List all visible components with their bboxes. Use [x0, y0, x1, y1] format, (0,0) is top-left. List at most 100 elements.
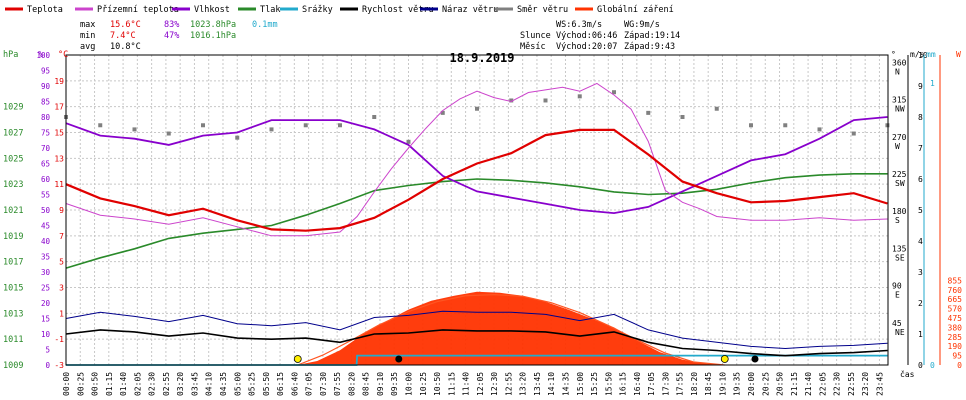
axis-rad-tick: 570 — [948, 305, 963, 314]
axis-speed-tick: 3 — [918, 268, 923, 277]
axis-hum-tick: 25 — [41, 284, 50, 293]
point-smer-vetru — [475, 106, 479, 111]
axis-dir-label: NW — [895, 105, 905, 114]
stat-max-rain: 0.1mm — [252, 20, 278, 30]
axis-dir-tick: 225 — [892, 170, 907, 179]
axis-hum-tick: 15 — [41, 315, 50, 324]
axis-hum-tick: 65 — [41, 160, 50, 169]
point-smer-vetru — [132, 127, 137, 132]
axis-x-tick: 16:15 — [619, 372, 628, 396]
axis-hum-tick: 95 — [41, 67, 50, 76]
axis-hum-tick: 80 — [41, 113, 51, 122]
axis-rad-tick: 285 — [948, 333, 963, 342]
axis-temp-tick: 17 — [54, 103, 64, 112]
stats-block: max 15.6°C 83% 1023.8hPa 0.1mm min 7.4°C… — [80, 20, 278, 52]
axis-temp-tick: 3 — [59, 284, 64, 293]
point-smer-vetru — [509, 98, 514, 103]
axis-hum-tick: 45 — [41, 222, 50, 231]
point-smer-vetru — [201, 123, 205, 128]
series-layer — [64, 82, 890, 366]
axis-dir-label: W — [895, 142, 900, 151]
axis-rad-tick: 760 — [948, 286, 963, 295]
axis-press-tick: 1019 — [3, 232, 23, 242]
axis-x-tick: 19:10 — [718, 372, 727, 396]
axis-dir-tick: 315 — [892, 96, 907, 105]
point-smer-vetru — [235, 135, 240, 140]
axis-x-tick: 21:15 — [790, 372, 799, 396]
axis-x-tick: 23:20 — [861, 372, 870, 396]
plot-frame — [65, 54, 889, 366]
axis-press-tick: 1015 — [3, 284, 23, 294]
axis-x-tick: 04:35 — [219, 372, 228, 396]
axis-x-tick: 15:00 — [576, 372, 585, 396]
axis-press-tick: 1017 — [3, 258, 23, 268]
axis-x-tick: 14:35 — [561, 372, 570, 396]
axis-press-unit: hPa — [3, 50, 18, 60]
point-smer-vetru — [98, 123, 103, 128]
axis-temp-tick: 9 — [59, 206, 64, 215]
info-sun-label: Slunce — [520, 31, 551, 41]
stat-max-press: 1023.8hPa — [190, 20, 236, 30]
axis-x-tick: 03:45 — [190, 372, 199, 396]
axis-rain-tick: 1 — [930, 79, 935, 88]
axis-dir-label: SW — [895, 179, 905, 188]
axis-x-tick: 13:45 — [533, 372, 542, 396]
point-smer-vetru — [612, 90, 616, 95]
axis-x-tick: 11:40 — [462, 372, 471, 396]
legend-label: Rychlost větru — [362, 5, 434, 15]
stat-min-label: min — [80, 31, 95, 41]
axis-speed-tick: 7 — [918, 144, 923, 153]
axis-x-tick: 10:00 — [405, 372, 414, 396]
axis-press-tick: 1011 — [3, 335, 23, 345]
stat-avg-label: avg — [80, 42, 95, 52]
point-smer-vetru — [166, 131, 171, 136]
stat-max-label: max — [80, 20, 95, 30]
axis-x-tick: 19:35 — [733, 372, 742, 396]
sunrise-marker — [293, 355, 302, 363]
axis-x-tick: 05:00 — [233, 372, 242, 396]
axis-x-tick: 07:55 — [333, 372, 342, 396]
axis-x-tick: 17:55 — [676, 372, 685, 396]
axis-x-tick: 18:45 — [704, 372, 713, 396]
axis-hum-tick: 85 — [41, 98, 50, 107]
series-line-teoreticke-zareni — [297, 293, 725, 366]
info-ws: WS:6.3m/s — [556, 20, 602, 30]
axis-hum-tick: 55 — [41, 191, 50, 200]
series-line-p--zemn--teplota — [65, 82, 888, 237]
plot-border — [65, 54, 889, 366]
axis-speed-tick: 4 — [918, 237, 923, 246]
legend-label: Přízemní teplota — [97, 5, 179, 15]
axis-x-tick: 02:55 — [162, 372, 171, 396]
axis-speed-unit: m/s — [910, 50, 925, 59]
axis-dir-label: E — [895, 291, 900, 300]
axis-dir-label: NE — [895, 328, 905, 337]
point-smer-vetru — [303, 123, 308, 128]
axis-x-tick: 01:40 — [119, 372, 128, 396]
axis-x-tick: 07:05 — [305, 372, 314, 396]
axis-x-tick: 01:15 — [105, 372, 114, 396]
axis-x-tick: 02:30 — [148, 372, 157, 396]
axis-press-tick: 1025 — [3, 154, 23, 164]
axis-x-tick: 05:50 — [262, 372, 271, 396]
legend-label: Náraz větru — [442, 5, 498, 15]
point-smer-vetru — [577, 94, 582, 99]
axis-x-tick: 18:20 — [690, 372, 699, 396]
axis-speed-tick: 2 — [918, 299, 923, 308]
axis-speed-tick: 1 — [918, 330, 923, 339]
point-smer-vetru — [749, 123, 753, 128]
legend-label: Teplota — [27, 5, 63, 15]
moonrise-marker — [751, 355, 759, 363]
point-smer-vetru — [851, 131, 856, 136]
info-moonrise: Východ:20:07 — [556, 42, 617, 52]
axis-hum-tick: 35 — [41, 253, 50, 262]
info-sunrise: Východ:06:46 — [556, 31, 617, 41]
series-line-rychlost-v-tru — [65, 329, 888, 357]
axis-hum-tick: 30 — [41, 268, 51, 277]
point-smer-vetru — [440, 110, 445, 115]
axis-x-tick: 08:45 — [362, 372, 371, 396]
axis-dir-tick: 360 — [892, 58, 907, 67]
axis-dir-tick: 270 — [892, 133, 907, 142]
legend-label: Tlak — [260, 5, 280, 15]
axis-press-tick: 1009 — [3, 361, 23, 371]
series-line-n-raz-v-tru — [65, 310, 888, 350]
